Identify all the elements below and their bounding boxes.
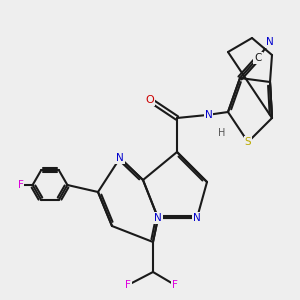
Text: H: H [218,128,226,138]
Text: S: S [245,137,251,147]
Text: N: N [193,213,201,223]
Text: N: N [205,110,212,120]
Text: F: F [172,280,178,290]
Text: F: F [18,180,23,190]
Text: O: O [146,95,154,105]
Text: N: N [154,213,162,223]
Text: N: N [266,37,274,47]
Text: F: F [125,280,131,290]
Text: C: C [254,53,262,63]
Text: N: N [116,153,124,163]
